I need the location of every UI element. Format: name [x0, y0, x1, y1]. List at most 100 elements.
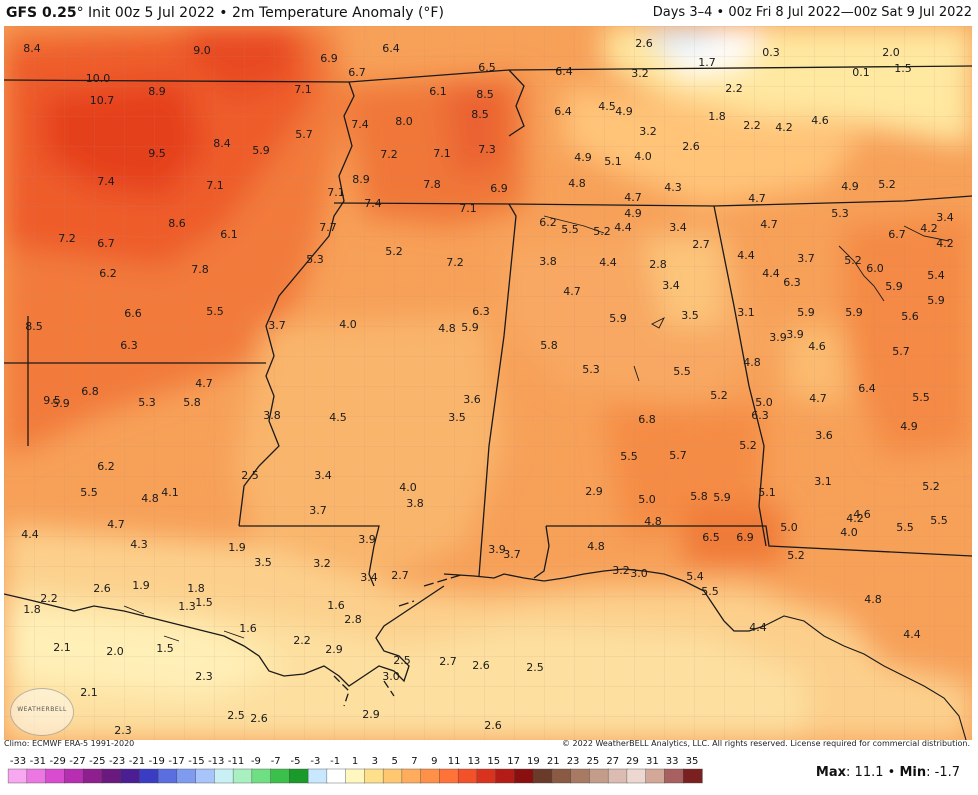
- map-value-label: 6.0: [866, 262, 884, 275]
- map-value-label: 4.8: [864, 593, 882, 606]
- map-value-label: 2.8: [344, 613, 362, 626]
- legend-swatch: [626, 768, 647, 784]
- legend-tick-label: -25: [89, 756, 105, 767]
- map-value-label: 5.3: [831, 207, 849, 220]
- map-value-label: 5.5: [620, 450, 638, 463]
- legend-tick-label: 33: [666, 756, 679, 767]
- map-value-label: 2.6: [250, 712, 268, 725]
- map-value-label: 3.4: [936, 211, 954, 224]
- map-value-label: 2.1: [80, 686, 98, 699]
- map-value-label: 4.0: [399, 481, 417, 494]
- map-value-label: 2.5: [393, 654, 411, 667]
- map-value-label: 3.8: [263, 409, 281, 422]
- map-value-label: 4.9: [841, 180, 859, 193]
- map-value-label: 3.9: [786, 328, 804, 341]
- map-value-label: 3.2: [612, 564, 630, 577]
- map-value-label: 5.2: [787, 549, 805, 562]
- map-value-label: 8.4: [23, 42, 41, 55]
- map-value-label: 0.3: [762, 46, 780, 59]
- legend-swatch: [514, 768, 534, 784]
- map-value-label: 5.8: [183, 396, 201, 409]
- map-value-label: 4.4: [21, 528, 39, 541]
- map-value-label: 4.9: [624, 207, 642, 220]
- model-name: GFS 0.25: [6, 5, 77, 21]
- map-value-label: 4.0: [634, 150, 652, 163]
- legend-tick-label: 13: [468, 756, 481, 767]
- legend-tick-label: 15: [487, 756, 500, 767]
- valid-period: Days 3–4 • 00z Fri 8 Jul 2022—00z Sat 9 …: [652, 5, 972, 20]
- map-value-label: 6.5: [702, 531, 720, 544]
- map-value-label: 3.8: [406, 497, 424, 510]
- legend-swatch: [664, 768, 684, 784]
- legend-swatch: [45, 768, 66, 784]
- map-value-label: 2.2: [293, 634, 311, 647]
- map-value-label: 5.9: [252, 144, 270, 157]
- legend-swatch: [607, 768, 628, 784]
- map-value-label: 5.9: [461, 321, 479, 334]
- map-value-label: 3.4: [662, 279, 680, 292]
- map-value-label: 7.1: [294, 83, 312, 96]
- field-name: 2m Temperature Anomaly (°F): [231, 5, 444, 21]
- map-value-label: 4.7: [809, 392, 827, 405]
- legend-tick-label: 17: [507, 756, 520, 767]
- map-value-label: 2.5: [227, 709, 245, 722]
- legend-tick-label: 35: [686, 756, 699, 767]
- map-value-label: 5.5: [673, 365, 691, 378]
- legend-swatch: [345, 768, 366, 784]
- legend-tick-label: -11: [228, 756, 244, 767]
- value-labels: 8.4 9.0 6.9 6.4 2.6 0.3 2.0 1.7 0.1 1.5 6.5 6.4 3.2 1…: [21, 37, 954, 737]
- legend-swatch: [64, 768, 84, 784]
- map-value-label: 5.7: [669, 449, 687, 462]
- legend-tick-label: -9: [251, 756, 261, 767]
- map-value-label: 5.2: [710, 389, 728, 402]
- legend-tick-label: 21: [547, 756, 560, 767]
- min-value: -1.7: [934, 765, 960, 780]
- map-value-label: 3.4: [360, 571, 378, 584]
- map-value-label: 5.0: [780, 521, 798, 534]
- legend-swatch: [476, 768, 497, 784]
- map-value-label: 4.9: [615, 105, 633, 118]
- map-value-label: 7.1: [327, 186, 345, 199]
- map-value-label: 5.5: [206, 305, 224, 318]
- legend-tick-label: -19: [149, 756, 165, 767]
- map-value-label: 1.8: [23, 603, 41, 616]
- map-value-label: 2.2: [743, 119, 761, 132]
- map-value-label: 4.5: [598, 100, 616, 113]
- map-value-label: 3.1: [814, 475, 832, 488]
- map-value-label: 1.7: [698, 56, 716, 69]
- map-value-label: 2.5: [241, 469, 259, 482]
- map-value-label: 2.3: [195, 670, 213, 683]
- map-value-label: 7.8: [423, 178, 441, 191]
- map-value-label: 1.5: [894, 62, 912, 75]
- map-value-label: 5.9: [845, 306, 863, 319]
- logo-text: WEATHERBELL: [17, 706, 67, 713]
- legend-swatch: [101, 768, 122, 784]
- legend-swatch: [176, 768, 197, 784]
- map-value-label: 4.7: [760, 218, 778, 231]
- map-value-label: 8.4: [213, 137, 231, 150]
- map-value-label: 3.9: [488, 543, 506, 556]
- map-value-label: 5.4: [927, 269, 945, 282]
- max-min-readout: Max: 11.1 • Min: -1.7: [815, 765, 960, 780]
- map-value-label: 5.2: [922, 480, 940, 493]
- map-value-label: 3.5: [448, 411, 466, 424]
- legend-tick-label: 5: [391, 756, 397, 767]
- map-value-label: 1.9: [228, 541, 246, 554]
- map-value-label: 10.0: [86, 72, 111, 85]
- map-value-label: 5.7: [892, 345, 910, 358]
- map-value-label: 3.9: [769, 331, 787, 344]
- map-value-label: 2.7: [692, 238, 710, 251]
- anomaly-map: 8.4 9.0 6.9 6.4 2.6 0.3 2.0 1.7 0.1 1.5 6.5 6.4 3.2 1…: [4, 26, 972, 740]
- map-value-label: 4.2: [775, 121, 793, 134]
- legend-tick-label: 31: [646, 756, 659, 767]
- map-value-label: 3.7: [503, 548, 521, 561]
- legend-swatch: [139, 768, 159, 784]
- map-value-label: 5.9: [52, 397, 70, 410]
- map-value-label: 5.3: [306, 253, 324, 266]
- map-value-label: 3.4: [669, 221, 687, 234]
- map-value-label: 4.8: [743, 356, 761, 369]
- map-value-label: 9.0: [193, 44, 211, 57]
- map-value-label: 5.9: [927, 294, 945, 307]
- map-value-label: 4.8: [141, 492, 159, 505]
- map-value-label: 5.0: [638, 493, 656, 506]
